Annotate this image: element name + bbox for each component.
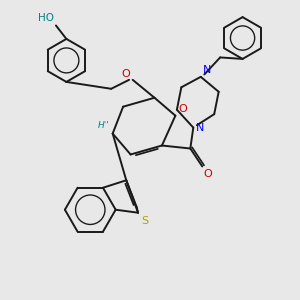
Text: H'': H'' (97, 121, 109, 130)
Text: HO: HO (38, 13, 54, 23)
Text: S: S (142, 216, 149, 226)
Text: O: O (178, 104, 187, 114)
Text: N: N (196, 123, 205, 133)
Text: N: N (203, 65, 212, 75)
Text: O: O (122, 69, 130, 79)
Text: O: O (204, 169, 212, 179)
